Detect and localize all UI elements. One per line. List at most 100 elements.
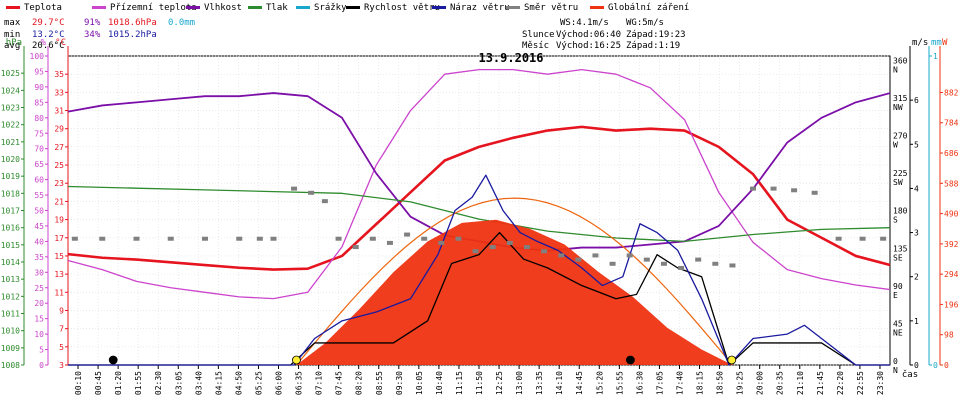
- tick-label-pct: 70: [34, 145, 44, 154]
- series-sm-r-v-tru-point: [404, 232, 411, 237]
- axis-label-w: W: [942, 38, 948, 48]
- legend-item-4: Srážky: [296, 3, 347, 13]
- tick-label-w: 98: [944, 331, 954, 340]
- x-tick-label: 01:55: [134, 371, 143, 395]
- tick-label-w: 196: [944, 300, 959, 309]
- x-tick-label: 10:40: [435, 371, 444, 395]
- series-sm-r-v-tru-point: [335, 236, 342, 241]
- x-tick-label: 07:45: [335, 371, 344, 395]
- legend: Teplota Přízemní teplota Vlhkost Tlak Srážky…: [0, 0, 966, 14]
- series-sm-r-v-tru-point: [811, 190, 818, 195]
- series-sm-r-v-tru-point: [71, 236, 78, 241]
- stats-max-hum: 91%: [84, 18, 101, 28]
- series-n-raz-v-tru-line: [68, 174, 890, 366]
- series-sm-r-v-tru-point: [660, 261, 667, 266]
- series-sm-r-v-tru-point: [236, 236, 243, 241]
- dir-deg-label: 180: [893, 207, 908, 216]
- x-tick-label: 20:35: [776, 371, 785, 395]
- tick-label-pct: 25: [34, 284, 44, 293]
- tick-label-pct: 80: [34, 114, 44, 123]
- series-sm-r-v-tru-point: [270, 236, 277, 241]
- x-tick-label: 22:55: [856, 371, 865, 395]
- dir-deg-label: 90: [893, 282, 903, 291]
- x-tick-label: 15:20: [595, 371, 604, 395]
- tick-label-pct: 50: [34, 207, 44, 216]
- dir-deg-label: 360: [893, 56, 908, 65]
- x-tick-label: 02:30: [154, 371, 163, 395]
- tick-label-pct: 95: [34, 67, 44, 76]
- stats-max-label: max: [4, 18, 21, 28]
- axis-label-mm: mm: [931, 38, 942, 48]
- dir-deg-label: 135: [893, 244, 908, 253]
- series-sm-r-v-tru-point: [506, 240, 513, 245]
- series-sm-r-v-tru-point: [541, 249, 548, 254]
- series-sm-r-v-tru-point: [455, 236, 462, 241]
- legend-item-0: Teplota: [6, 3, 62, 13]
- legend-label: Tlak: [266, 3, 288, 13]
- series-sm-r-v-tru-point: [695, 257, 702, 262]
- legend-label: Vlhkost: [204, 3, 242, 13]
- tick-label-w: 784: [944, 119, 959, 128]
- dir-name-label: NE: [893, 328, 903, 337]
- legend-swatch: [590, 6, 604, 9]
- series-sm-r-v-tru-point: [791, 188, 798, 193]
- dir-name-label: NW: [893, 103, 903, 112]
- x-tick-label: 20:00: [756, 371, 765, 395]
- legend-item-8: Globální záření: [590, 3, 689, 13]
- tick-label-temp: 7: [59, 325, 64, 334]
- dir-name-label: S: [893, 216, 898, 225]
- series-sm-r-v-tru-point: [835, 236, 842, 241]
- x-tick-label: 04:15: [214, 371, 223, 395]
- series-sm-r-v-tru-point: [321, 199, 328, 204]
- series-sm-r-v-tru-point: [369, 236, 376, 241]
- stats-max-rain: 0.0mm: [168, 18, 196, 28]
- tick-label-ms: 1: [914, 317, 919, 326]
- tick-label-temp: 21: [54, 197, 64, 206]
- tick-label-temp: 33: [54, 88, 64, 97]
- series-sm-r-v-tru-point: [770, 186, 777, 191]
- legend-label: Srážky: [314, 3, 347, 13]
- tick-label-hpa: 1025: [1, 69, 20, 78]
- tick-label-w: 0: [944, 361, 949, 370]
- stats-avg-label: avg: [4, 41, 21, 51]
- wind-ws: WS:4.1m/s: [560, 18, 609, 28]
- marker-sun-rise: [292, 355, 301, 365]
- sun-set: Západ:19:23: [626, 30, 686, 40]
- wind-wg: WG:5m/s: [626, 18, 664, 28]
- x-tick-label: 06:00: [275, 371, 284, 395]
- stats-min-press: 1015.2hPa: [108, 30, 157, 40]
- series-glob-ln-z-en--clear-sky-curve: [295, 197, 733, 366]
- tick-label-ms: 5: [914, 140, 919, 149]
- tick-label-w: 882: [944, 88, 959, 97]
- x-tick-label: 01:20: [114, 371, 123, 395]
- x-tick-label: 04:50: [234, 371, 243, 395]
- axis-label-pct: %: [41, 38, 47, 48]
- sun-rise: Východ:06:40: [556, 30, 622, 40]
- moon-set: Západ:1:19: [626, 41, 681, 51]
- series-tlak-line: [67, 185, 891, 243]
- x-tick-label: 03:05: [174, 371, 183, 395]
- x-tick-label: 15:55: [615, 371, 624, 395]
- legend-swatch: [186, 6, 200, 9]
- legend-item-7: Směr větru: [506, 3, 578, 13]
- tick-label-temp: 13: [54, 270, 64, 279]
- series-sm-r-v-tru-point: [421, 236, 428, 241]
- dir-name-label: N: [893, 366, 898, 375]
- series-sm-r-v-tru-point: [438, 240, 445, 245]
- legend-label: Teplota: [24, 3, 62, 13]
- x-tick-label: 12:25: [495, 371, 504, 395]
- legend-swatch: [432, 6, 446, 9]
- legend-label: Rychlost větru: [364, 3, 440, 13]
- series-sm-r-v-tru-point: [626, 253, 633, 258]
- x-tick-label: 23:30: [876, 371, 885, 395]
- tick-label-hpa: 1016: [1, 224, 20, 233]
- series-sm-r-v-tru-point: [256, 236, 263, 241]
- x-tick-label: 07:10: [315, 371, 324, 395]
- tick-label-pct: 35: [34, 253, 44, 262]
- tick-label-pct: 40: [34, 237, 44, 246]
- x-tick-label: 22:20: [836, 371, 845, 395]
- tick-label-mm: 1: [933, 52, 938, 61]
- legend-label: Náraz větru: [450, 3, 510, 13]
